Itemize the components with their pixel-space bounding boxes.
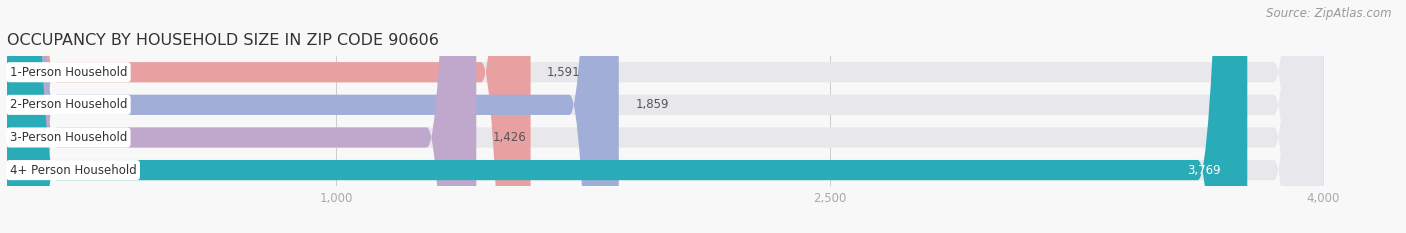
Text: 1,426: 1,426: [492, 131, 526, 144]
Text: OCCUPANCY BY HOUSEHOLD SIZE IN ZIP CODE 90606: OCCUPANCY BY HOUSEHOLD SIZE IN ZIP CODE …: [7, 33, 439, 48]
FancyBboxPatch shape: [7, 0, 1323, 233]
FancyBboxPatch shape: [7, 0, 619, 233]
Text: 3,769: 3,769: [1187, 164, 1220, 177]
FancyBboxPatch shape: [7, 0, 530, 233]
Text: 3-Person Household: 3-Person Household: [10, 131, 127, 144]
Text: 1,591: 1,591: [547, 66, 581, 79]
Text: 1,859: 1,859: [636, 98, 669, 111]
Text: 4+ Person Household: 4+ Person Household: [10, 164, 136, 177]
FancyBboxPatch shape: [7, 0, 477, 233]
FancyBboxPatch shape: [7, 0, 1323, 233]
FancyBboxPatch shape: [7, 0, 1247, 233]
Text: Source: ZipAtlas.com: Source: ZipAtlas.com: [1267, 7, 1392, 20]
FancyBboxPatch shape: [7, 0, 1323, 233]
Text: 1-Person Household: 1-Person Household: [10, 66, 127, 79]
FancyBboxPatch shape: [7, 0, 1323, 233]
Text: 2-Person Household: 2-Person Household: [10, 98, 127, 111]
